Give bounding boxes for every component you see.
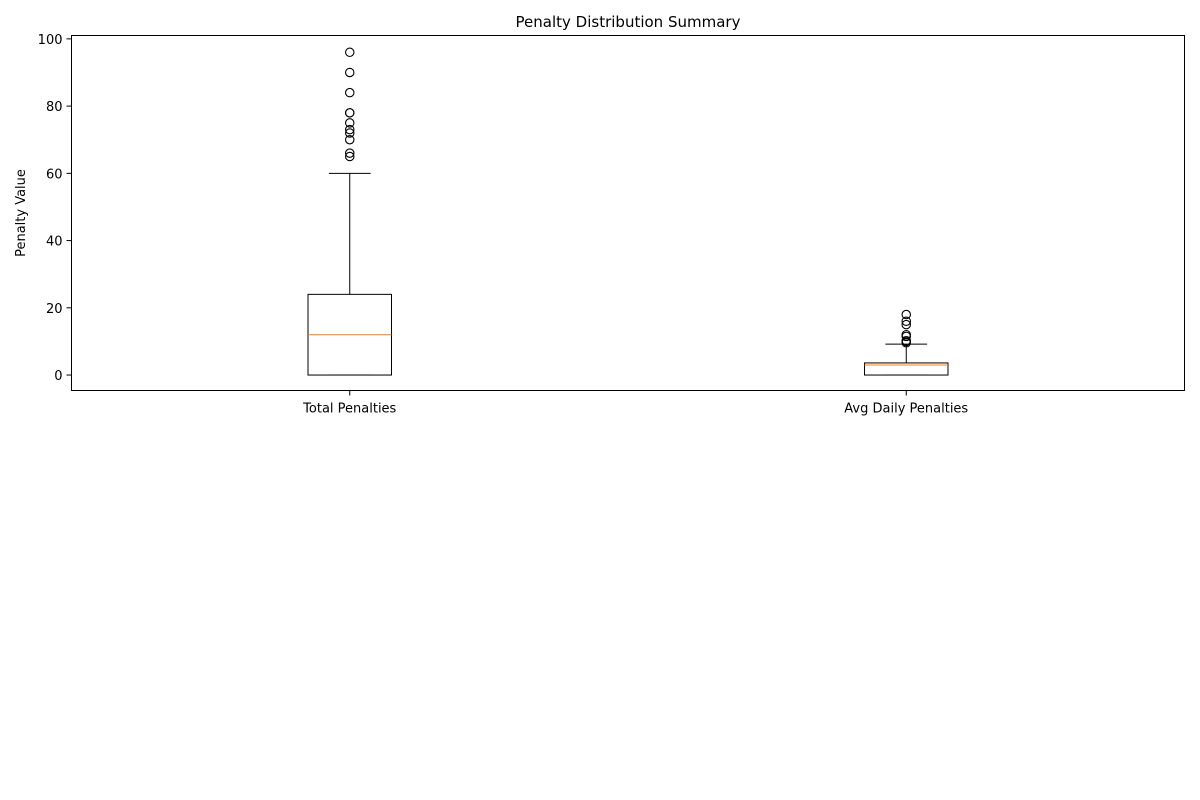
outlier-point bbox=[344, 108, 355, 118]
x-tick-label: Total Penalties bbox=[302, 402, 396, 417]
outlier-point bbox=[344, 134, 355, 145]
y-tick-label: 60 bbox=[46, 167, 63, 182]
outlier-point bbox=[901, 335, 911, 346]
plot-area bbox=[307, 47, 949, 376]
outlier-point bbox=[344, 128, 355, 138]
y-axis: 0 20 40 60 80 100 bbox=[38, 33, 72, 384]
outlier-point bbox=[344, 67, 355, 78]
axes-frame bbox=[71, 35, 1185, 391]
y-tick-label: 40 bbox=[46, 235, 63, 250]
y-tick-label: 100 bbox=[38, 33, 63, 48]
outlier-point bbox=[344, 87, 355, 98]
x-axis: Total Penalties Avg Daily Penalties bbox=[302, 390, 968, 417]
y-tick-label: 0 bbox=[54, 369, 62, 384]
box-group bbox=[864, 309, 949, 376]
outlier-point bbox=[901, 319, 911, 330]
outlier-point bbox=[344, 151, 355, 162]
outlier-point bbox=[344, 118, 355, 128]
y-axis-label: Penalty Value bbox=[14, 169, 29, 257]
outlier-point bbox=[344, 148, 355, 158]
box-group bbox=[307, 47, 392, 376]
chart-title: Penalty Distribution Summary bbox=[516, 13, 741, 31]
outlier-point bbox=[344, 47, 355, 58]
outlier-point bbox=[901, 309, 911, 320]
x-tick-label: Avg Daily Penalties bbox=[844, 402, 968, 417]
y-tick-label: 80 bbox=[46, 100, 63, 115]
outlier-point bbox=[901, 316, 911, 326]
box bbox=[864, 362, 949, 376]
outlier-point bbox=[344, 124, 355, 135]
y-tick-label: 20 bbox=[46, 302, 63, 317]
outlier-point bbox=[901, 329, 911, 340]
